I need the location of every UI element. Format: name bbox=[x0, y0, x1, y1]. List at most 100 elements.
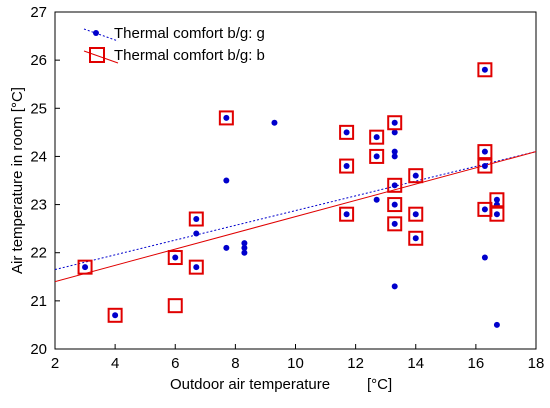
data-point-dot bbox=[373, 134, 380, 141]
data-point-dot bbox=[241, 240, 248, 247]
data-point-dot bbox=[391, 201, 398, 208]
x-tick-label: 2 bbox=[51, 355, 59, 372]
data-point-dot bbox=[391, 119, 398, 126]
data-point-dot bbox=[193, 264, 200, 271]
x-tick-label: 4 bbox=[111, 355, 119, 372]
data-point-dot bbox=[193, 230, 200, 237]
trendline-series-2 bbox=[55, 151, 536, 283]
y-axis-label: Air temperature in room [°C] bbox=[9, 87, 26, 274]
x-tick-label: 16 bbox=[468, 355, 485, 372]
data-point-dot bbox=[481, 66, 488, 73]
data-point-square bbox=[489, 206, 505, 222]
data-point-square bbox=[408, 168, 424, 184]
data-point-dot bbox=[391, 220, 398, 227]
data-point-dot bbox=[412, 172, 419, 179]
data-point-square bbox=[387, 177, 403, 193]
data-point-dot bbox=[223, 244, 230, 251]
y-tick-label: 22 bbox=[30, 245, 47, 262]
data-point-dot bbox=[391, 129, 398, 136]
x-tick-label: 12 bbox=[347, 355, 364, 372]
data-point-square bbox=[489, 192, 505, 208]
y-tick-label: 23 bbox=[30, 197, 47, 214]
data-point-dot bbox=[493, 196, 500, 203]
y-axis: 20 21 22 23 24 25 26 27 bbox=[30, 4, 60, 358]
data-point-square bbox=[339, 206, 355, 222]
data-point-dot bbox=[373, 196, 380, 203]
x-tick-label: 8 bbox=[231, 355, 239, 372]
y-tick-label: 26 bbox=[30, 52, 47, 69]
data-point-dot bbox=[493, 211, 500, 218]
data-point-dot bbox=[172, 254, 179, 261]
data-point-square bbox=[408, 206, 424, 222]
data-point-dot bbox=[223, 177, 230, 184]
data-point-square bbox=[477, 144, 493, 160]
x-axis-title: Outdoor air temperature bbox=[170, 376, 330, 393]
data-point-dot bbox=[391, 148, 398, 155]
data-point-dot bbox=[193, 216, 200, 223]
data-point-square bbox=[387, 197, 403, 213]
data-point-square bbox=[477, 62, 493, 78]
y-tick-label: 25 bbox=[30, 100, 47, 117]
data-point-dot bbox=[112, 312, 119, 319]
data-point-dot bbox=[493, 321, 500, 328]
y-axis-title: Air temperature in room [°C] bbox=[9, 87, 26, 274]
legend-marker-series-2 bbox=[89, 47, 105, 63]
x-tick-label: 10 bbox=[287, 355, 304, 372]
plot-frame bbox=[54, 11, 537, 350]
legend-label-series-1: Thermal comfort b/g: g bbox=[114, 25, 265, 42]
legend-marker-series-1 bbox=[93, 30, 99, 36]
data-point-dot bbox=[481, 206, 488, 213]
data-point-dot bbox=[391, 153, 398, 160]
data-point-dot bbox=[271, 119, 278, 126]
data-points bbox=[77, 62, 505, 328]
data-point-square bbox=[218, 110, 234, 126]
data-point-square bbox=[387, 216, 403, 232]
data-point-dot bbox=[481, 254, 488, 261]
x-tick-label: 14 bbox=[407, 355, 424, 372]
y-tick-label: 21 bbox=[30, 293, 47, 310]
data-point-square bbox=[188, 259, 204, 275]
data-point-dot bbox=[412, 235, 419, 242]
legend: Thermal comfort b/g: g Thermal comfort b/… bbox=[83, 25, 265, 64]
data-point-dot bbox=[391, 182, 398, 189]
data-point-square bbox=[408, 230, 424, 246]
trendlines bbox=[55, 151, 536, 283]
data-point-dot bbox=[241, 249, 248, 256]
data-point-square bbox=[369, 148, 385, 164]
x-tick-label: 18 bbox=[528, 355, 545, 372]
data-point-square bbox=[167, 298, 183, 314]
data-point-dot bbox=[412, 211, 419, 218]
data-point-square bbox=[387, 115, 403, 131]
data-point-dot bbox=[241, 244, 248, 251]
data-point-dot bbox=[343, 129, 350, 136]
data-point-square bbox=[188, 211, 204, 227]
data-point-square bbox=[167, 250, 183, 266]
x-axis-unit: [°C] bbox=[367, 376, 392, 393]
data-point-square bbox=[107, 307, 123, 323]
data-point-square bbox=[477, 158, 493, 174]
x-tick-label: 6 bbox=[171, 355, 179, 372]
data-point-dot bbox=[82, 264, 89, 271]
series-2-points bbox=[77, 62, 505, 323]
data-point-dot bbox=[373, 153, 380, 160]
data-point-dot bbox=[343, 211, 350, 218]
data-point-square bbox=[339, 124, 355, 140]
data-point-dot bbox=[391, 283, 398, 290]
data-point-dot bbox=[223, 114, 230, 121]
data-point-square bbox=[339, 158, 355, 174]
data-point-dot bbox=[481, 148, 488, 155]
x-axis: 2 4 6 8 10 12 14 16 18 bbox=[51, 344, 545, 372]
data-point-square bbox=[369, 129, 385, 145]
y-tick-label: 24 bbox=[30, 148, 47, 165]
x-axis-label: Outdoor air temperature [°C] bbox=[170, 376, 392, 393]
data-point-square bbox=[77, 259, 93, 275]
data-point-dot bbox=[481, 163, 488, 170]
series-1-points bbox=[82, 66, 500, 328]
legend-label-series-2: Thermal comfort b/g: b bbox=[114, 47, 265, 64]
data-point-dot bbox=[343, 163, 350, 170]
y-tick-label: 20 bbox=[30, 341, 47, 358]
y-tick-label: 27 bbox=[30, 4, 47, 21]
trendline-series-1 bbox=[55, 151, 536, 271]
